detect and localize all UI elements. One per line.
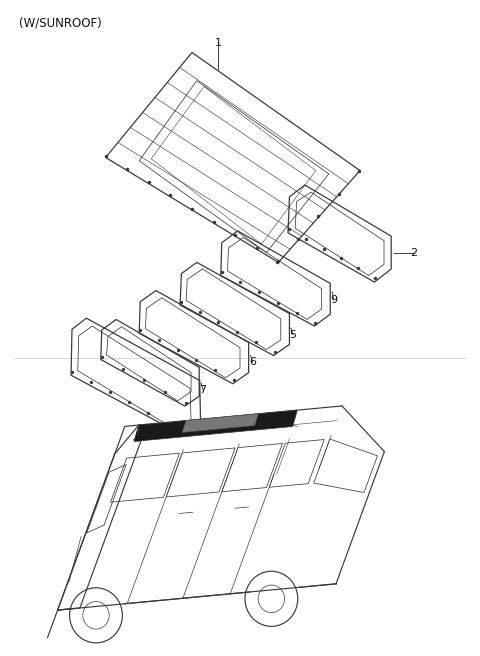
Text: 9: 9 [330, 295, 337, 305]
Text: 6: 6 [249, 357, 256, 367]
Text: 5: 5 [289, 329, 296, 340]
Polygon shape [182, 414, 258, 432]
Text: 7: 7 [200, 384, 206, 395]
Text: (W/SUNROOF): (W/SUNROOF) [19, 16, 102, 30]
Polygon shape [134, 410, 298, 441]
Text: 8: 8 [135, 432, 142, 443]
Text: 2: 2 [410, 247, 417, 258]
Text: 1: 1 [215, 37, 222, 48]
